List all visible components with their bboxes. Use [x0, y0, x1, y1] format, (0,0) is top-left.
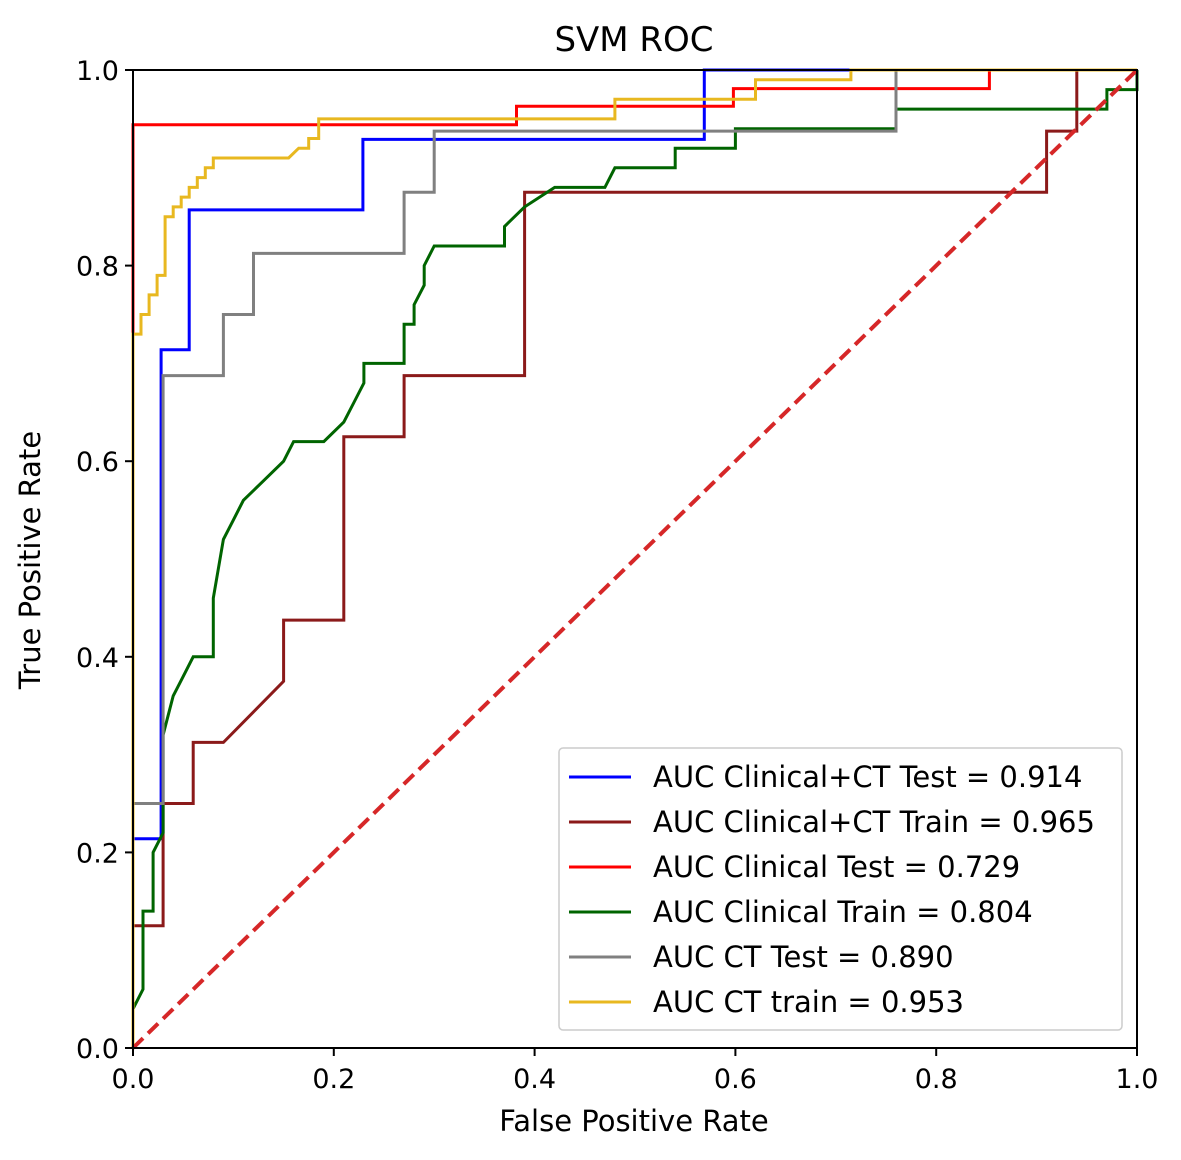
x-axis-label: False Positive Rate — [499, 1104, 769, 1138]
x-tick-label: 1.0 — [1116, 1064, 1159, 1095]
y-tick-label: 0.2 — [76, 838, 119, 869]
y-axis-label: True Positive Rate — [13, 431, 47, 690]
x-axis-ticks: 0.0 0.2 0.4 0.6 0.8 1.0 — [112, 1048, 1159, 1095]
y-tick-label: 0.8 — [76, 252, 119, 283]
chart-title: SVM ROC — [554, 20, 713, 60]
plot-frame — [132, 69, 1138, 1049]
roc-curve-1 — [131, 68, 1137, 1048]
legend-label-1: AUC Clinical+CT Test = 0.914 — [653, 760, 1082, 794]
y-tick-label: 0.0 — [76, 1034, 119, 1065]
roc-curve-2 — [131, 68, 1137, 1048]
legend-label-6: AUC CT train = 0.953 — [653, 985, 964, 1019]
y-tick-label: 0.4 — [76, 643, 119, 674]
legend-label-5: AUC CT Test = 0.890 — [653, 940, 954, 974]
x-tick-label: 0.8 — [915, 1064, 958, 1095]
legend-label-4: AUC Clinical Train = 0.804 — [653, 895, 1033, 929]
x-tick-label: 0.6 — [714, 1064, 757, 1095]
x-tick-label: 0.2 — [312, 1064, 355, 1095]
diagonal-reference-line — [131, 68, 1139, 1050]
reference-line-group — [131, 68, 1139, 1050]
roc-curve-5 — [131, 68, 1137, 1048]
roc-curve-4 — [131, 70, 1139, 1010]
roc-curve-6 — [131, 68, 1137, 1048]
roc-curves — [131, 68, 1139, 1048]
legend-label-2: AUC Clinical+CT Train = 0.965 — [653, 805, 1095, 839]
y-tick-label: 1.0 — [76, 56, 119, 87]
legend: AUC Clinical+CT Test = 0.914 AUC Clinical… — [558, 747, 1123, 1031]
y-tick-label: 0.6 — [76, 447, 119, 478]
x-tick-label: 0.0 — [112, 1064, 155, 1095]
roc-curve-3 — [131, 68, 1137, 1048]
y-axis-ticks: 0.0 0.2 0.4 0.6 0.8 1.0 — [76, 56, 133, 1065]
legend-box — [558, 747, 1123, 1031]
x-tick-label: 0.4 — [513, 1064, 556, 1095]
legend-label-3: AUC Clinical Test = 0.729 — [653, 850, 1020, 884]
